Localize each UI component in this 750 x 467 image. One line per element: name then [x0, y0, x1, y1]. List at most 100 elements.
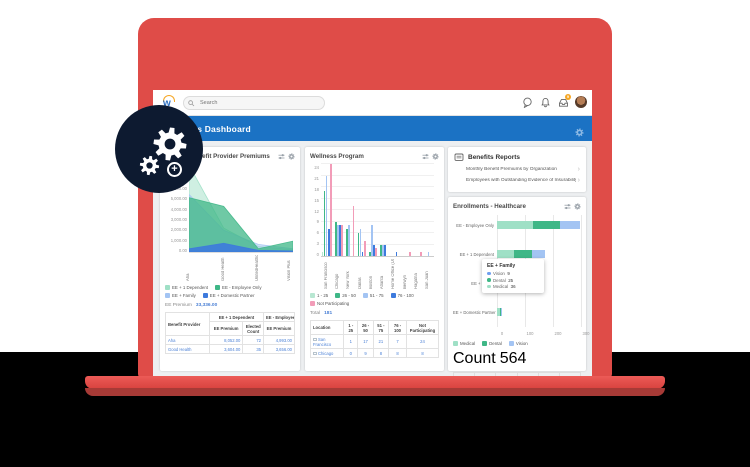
configure-sliders-icon[interactable]	[278, 153, 285, 160]
table-value-link[interactable]: 3,604.00	[208, 344, 244, 354]
location-link[interactable]: Chicago	[309, 348, 345, 358]
bar-26-50-boston[interactable]	[368, 252, 371, 256]
table-value-link[interactable]: 3,656.00	[263, 344, 295, 354]
bar-76-100-home-office-usa[interactable]	[395, 252, 398, 256]
table-value-link[interactable]: 9	[357, 348, 374, 358]
bar-26-50-chicago[interactable]	[335, 221, 337, 256]
segment-medical-ee-1-dependent[interactable]	[497, 250, 514, 258]
bar-51-75-san-francisco[interactable]	[325, 175, 328, 256]
bar-1-25-san-francisco[interactable]	[321, 252, 324, 256]
enroll-row-ee-employee-only: EE - Employee Only	[453, 221, 581, 229]
benefit-provider-link[interactable]: Good Health	[165, 344, 210, 354]
report-link-monthly-benefit-premiums-by-or[interactable]: Monthly Benefit Premiums by Organization…	[466, 166, 580, 173]
bar-group-dallas	[355, 165, 366, 256]
bar-not-participating-new-york[interactable]	[352, 206, 355, 256]
report-link-employees-with-outstanding-evi[interactable]: Employees with Outstanding Evidence of I…	[466, 177, 580, 184]
segment-medical-ee-domestic-partner[interactable]	[497, 308, 500, 316]
notifications-bell-icon[interactable]	[539, 96, 551, 108]
x-category-label: UnitedHealthcare	[255, 255, 260, 281]
segment-dental-ee-domestic-partner[interactable]	[499, 308, 501, 316]
segment-vision-ee-domestic-partner[interactable]	[500, 308, 502, 316]
bar-76-100-atlanta[interactable]	[384, 244, 387, 256]
bar-not-participating-hagatna[interactable]	[420, 252, 422, 256]
bar-group-san-francisco	[321, 164, 332, 256]
bar-not-participating-boston[interactable]	[375, 248, 377, 256]
count-value[interactable]: 564	[499, 350, 527, 367]
area-series-ee-domestic-partner[interactable]	[189, 242, 293, 252]
ee-premium-value[interactable]: 33,336.00	[195, 303, 218, 308]
table-value-link[interactable]: 35	[242, 344, 265, 354]
legend-swatch	[165, 293, 170, 298]
bar-26-50-atlanta[interactable]	[380, 244, 382, 256]
user-avatar[interactable]	[575, 96, 587, 108]
premiums-card-title: Monthly Benefit Provider Premiums	[165, 153, 270, 160]
bar-51-75-atlanta[interactable]	[382, 244, 384, 256]
bar-26-50-san-francisco[interactable]	[323, 190, 326, 256]
configure-sliders-icon[interactable]	[422, 153, 429, 160]
wellness-bar-chart[interactable]	[321, 163, 434, 257]
bar-51-75-san-juan[interactable]	[427, 252, 430, 256]
bar-not-participating-chicago[interactable]	[341, 225, 343, 256]
segment-vision-ee-employee-only[interactable]	[559, 221, 580, 229]
table-value-link[interactable]: 1	[343, 334, 359, 349]
inbox-icon[interactable]: 9	[557, 94, 571, 108]
segment-medical-ee-employee-only[interactable]	[497, 221, 534, 229]
search-bar[interactable]	[183, 96, 325, 110]
table-value-link[interactable]: 8	[372, 348, 390, 358]
total-value[interactable]: 181	[324, 311, 333, 316]
x-category-label: Boston	[368, 275, 373, 289]
workday-logo[interactable]: w	[162, 95, 177, 111]
table-value-link[interactable]: 4,993.00	[263, 335, 295, 345]
bar-51-75-new-york[interactable]	[348, 225, 351, 256]
card-gear-icon[interactable]	[288, 153, 295, 160]
tooltip-row-dental: Dental 25	[487, 278, 539, 283]
bar-76-100-boston[interactable]	[373, 244, 375, 256]
bar-not-participating-dallas[interactable]	[363, 240, 366, 256]
tooltip-series-value: 9	[507, 271, 510, 276]
segment-dental-ee-employee-only[interactable]	[533, 221, 560, 229]
bar-not-participating-berwyn[interactable]	[409, 252, 411, 256]
bar-51-75-boston[interactable]	[371, 225, 373, 256]
bar-51-75-chicago[interactable]	[337, 225, 339, 256]
category-label: EE + Domestic Partner	[453, 309, 496, 315]
segment-dental-ee-1-dependent[interactable]	[513, 250, 532, 258]
table-row: Chicago 0 9 8 8 8	[309, 348, 440, 358]
table-value-link[interactable]: 24	[405, 334, 440, 349]
configure-sliders-icon[interactable]	[564, 203, 571, 210]
bar-26-50-dallas[interactable]	[357, 233, 360, 256]
benefit-provider-link[interactable]: Aha	[165, 335, 210, 345]
bar-76-100-dallas[interactable]	[361, 252, 364, 256]
segment-vision-ee-1-dependent[interactable]	[531, 250, 545, 258]
premiums-area-chart[interactable]	[189, 165, 293, 253]
search-input[interactable]	[198, 97, 318, 109]
table-value-link[interactable]: 7	[388, 334, 407, 349]
search-icon	[188, 100, 195, 107]
legend-swatch	[390, 293, 396, 298]
area-series-ee-employee-only[interactable]	[189, 197, 293, 252]
gear-icon	[152, 126, 188, 167]
bar-76-100-san-francisco[interactable]	[327, 229, 330, 256]
col-ee-premium-2: EE Premium	[263, 321, 295, 336]
table-value-link[interactable]: 72	[242, 335, 265, 345]
location-link[interactable]: San Francisco	[309, 334, 345, 349]
bar-76-100-chicago[interactable]	[339, 225, 341, 256]
table-value-link[interactable]: 8	[388, 348, 407, 358]
gridline	[321, 209, 434, 210]
legend-item-ee-domestic-partner: EE + Domestic Partner	[202, 293, 255, 298]
premiums-table: Benefit Provider EE + 1 Dependent EE - E…	[165, 312, 295, 354]
legend-item-51-75: 51 - 75	[362, 293, 384, 298]
table-value-link[interactable]: 17	[357, 334, 374, 349]
tooltip-series-label: Medical	[493, 284, 509, 289]
table-value-link[interactable]: 21	[372, 334, 390, 349]
chat-icon[interactable]	[521, 96, 533, 108]
legend-label: 26 - 50	[342, 293, 356, 298]
bar-51-75-dallas[interactable]	[359, 229, 362, 256]
card-gear-icon[interactable]	[432, 153, 439, 160]
bar-not-participating-san-francisco[interactable]	[330, 164, 332, 256]
dashboard-settings-gear-icon[interactable]	[575, 124, 584, 142]
card-gear-icon[interactable]	[574, 203, 581, 210]
table-value-link[interactable]: 8	[405, 348, 440, 358]
table-value-link[interactable]: 8,052.00	[208, 335, 244, 345]
table-value-link[interactable]: 0	[343, 348, 359, 358]
bar-26-50-new-york[interactable]	[346, 229, 348, 256]
